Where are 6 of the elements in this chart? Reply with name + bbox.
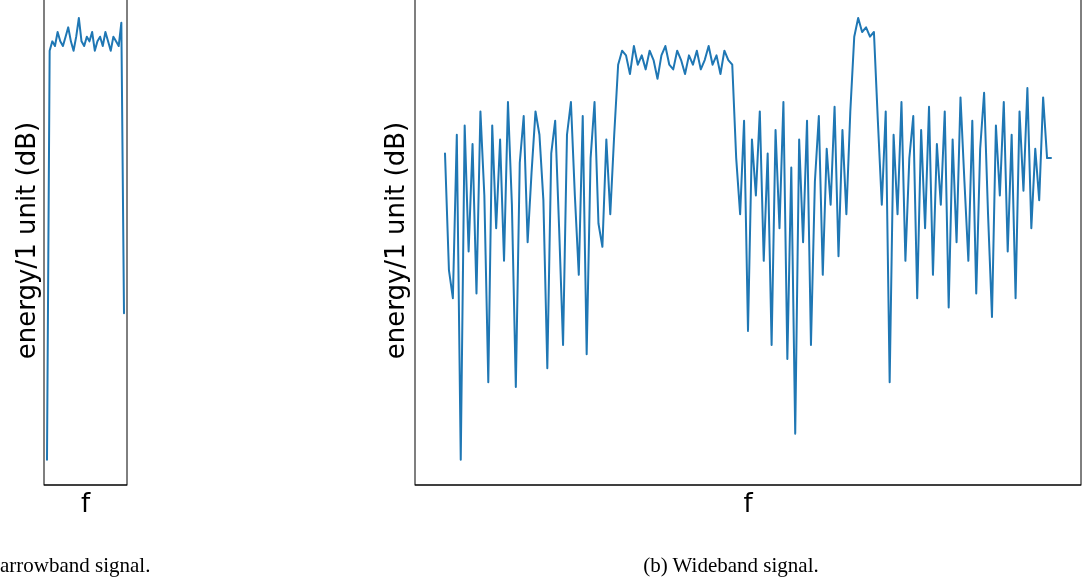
x-axis-title: f [80, 488, 91, 518]
y-axis-title: energy/1 unit (dB) [380, 121, 410, 360]
x-axis-title: f [743, 488, 754, 518]
text: arrowband signal. [0, 553, 151, 577]
y-axis-title: energy/1 unit (dB) [11, 121, 41, 360]
text: (b) Wideband signal. [643, 553, 819, 577]
